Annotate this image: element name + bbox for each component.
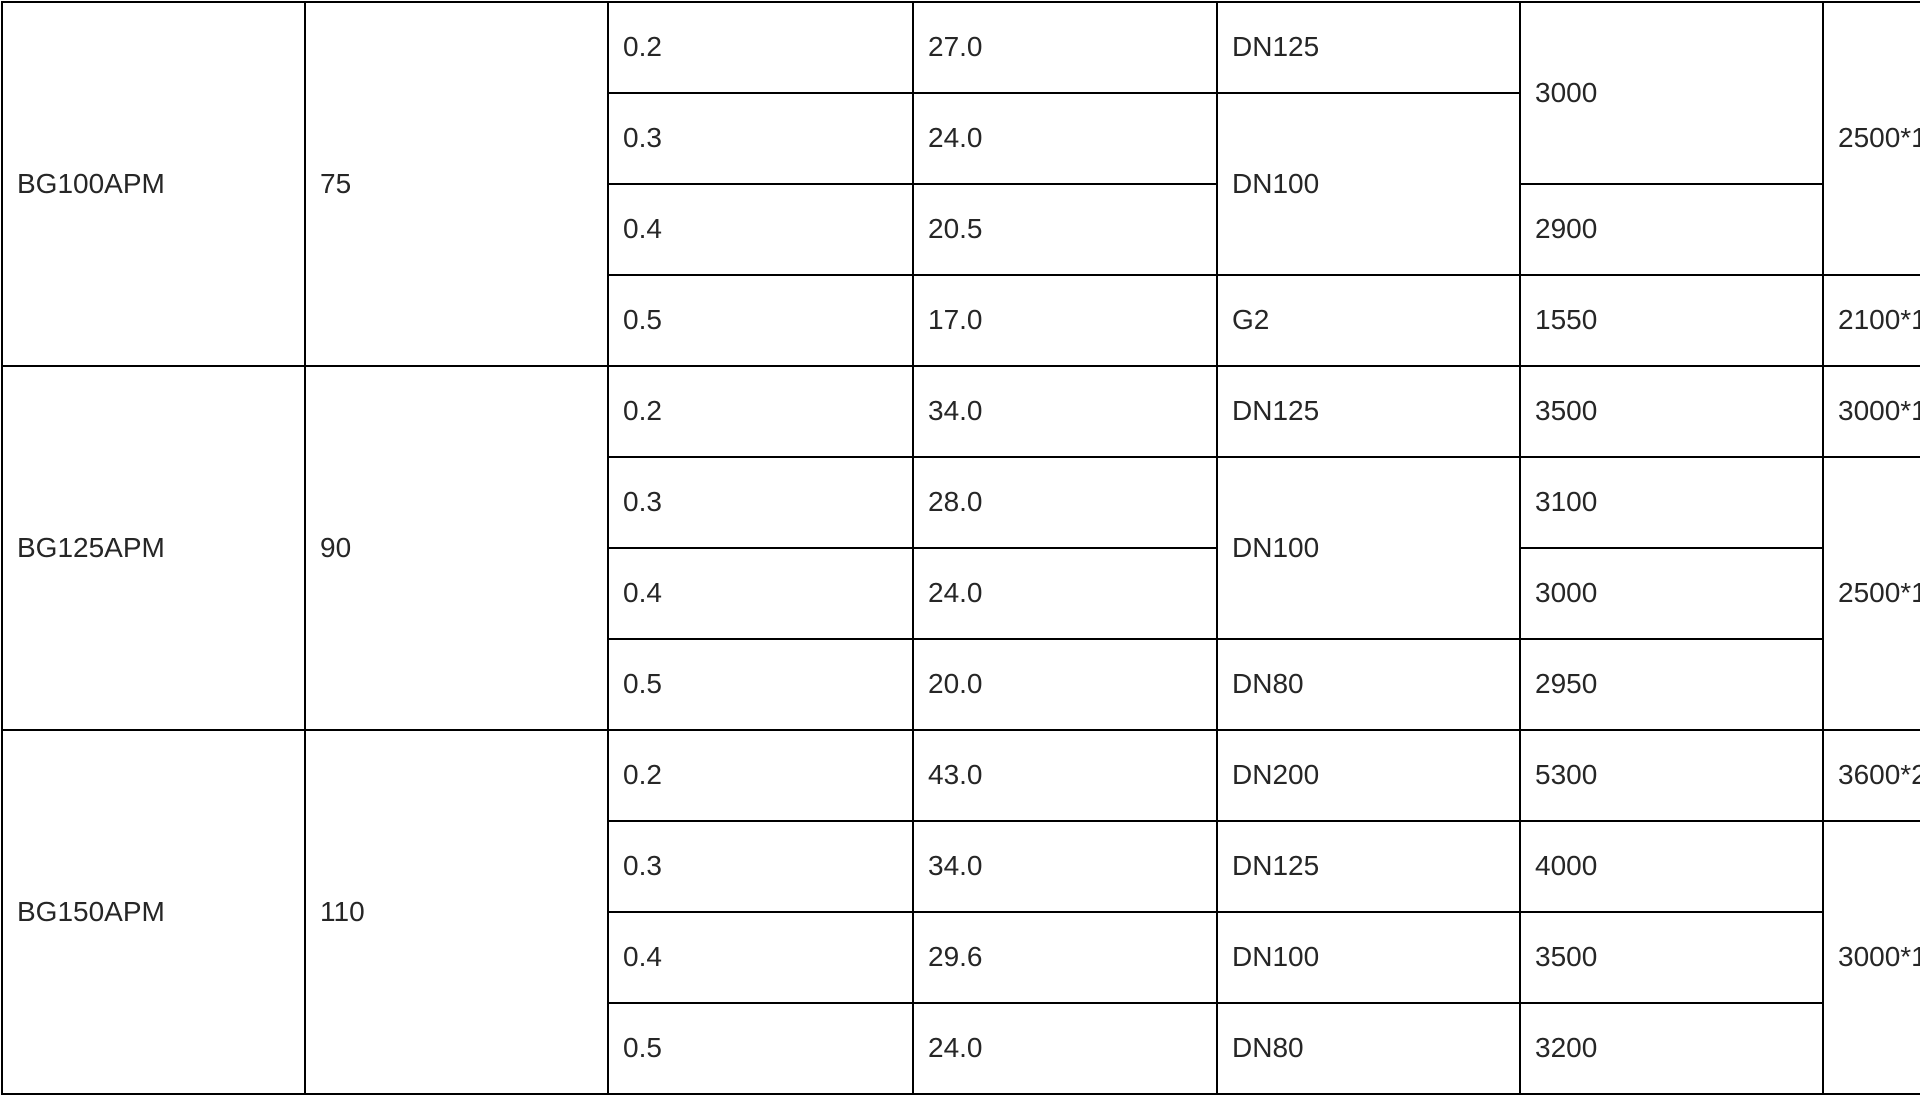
weight-cell: 3200 xyxy=(1519,1002,1824,1095)
table-row: BG150APM 110 0.2 43.0 DN200 5300 3600*22… xyxy=(1,729,1920,1095)
flow-cell: 24.0 xyxy=(912,547,1218,640)
model-cell: BG150APM xyxy=(1,729,306,1095)
power-cell: 75 xyxy=(304,1,609,367)
flow-cell: 17.0 xyxy=(912,274,1218,367)
flow-cell: 43.0 xyxy=(912,729,1218,822)
table-row: 0.3 28.0 DN100 3100 2500*1650*1900 xyxy=(2,456,1920,731)
flow-cell: 27.0 xyxy=(912,1,1218,94)
flow-cell: 20.5 xyxy=(912,183,1218,276)
outlet-cell: DN100 xyxy=(1216,911,1521,1004)
outlet-cell: DN125 xyxy=(1216,1,1521,94)
pressure-cell: 0.3 xyxy=(607,456,914,549)
dimensions-cell: 2100*1300*1650 xyxy=(1822,274,1920,367)
outlet-cell: DN100 xyxy=(1216,456,1521,640)
table-row: BG125APM 90 0.2 34.0 DN125 3500 3000*190… xyxy=(1,365,1920,731)
flow-cell: 29.6 xyxy=(912,911,1218,1004)
pressure-cell: 0.4 xyxy=(607,911,914,1004)
pressure-cell: 0.4 xyxy=(607,547,914,640)
dimensions-cell: 3600*2200*2200 xyxy=(1822,729,1920,822)
pressure-cell: 0.3 xyxy=(607,92,914,185)
table-row: 0.4 29.6 DN100 3500 xyxy=(2,911,1920,1004)
dimensions-cell: 2500*1650*1900 xyxy=(1822,456,1920,731)
weight-cell: 3100 xyxy=(1519,456,1824,549)
model-cell: BG100APM xyxy=(1,1,306,367)
outlet-cell: DN200 xyxy=(1216,729,1521,822)
flow-cell: 28.0 xyxy=(912,456,1218,549)
flow-cell: 34.0 xyxy=(912,365,1218,458)
pressure-cell: 0.4 xyxy=(607,183,914,276)
flow-cell: 24.0 xyxy=(912,92,1218,185)
weight-cell: 1550 xyxy=(1519,274,1824,367)
weight-cell: 2900 xyxy=(1519,183,1824,276)
pressure-cell: 0.5 xyxy=(607,638,914,731)
weight-cell: 2950 xyxy=(1519,638,1824,731)
weight-cell: 4000 xyxy=(1519,820,1824,913)
dimensions-cell: 2500*1650*1900 xyxy=(1822,1,1920,276)
table-row: 0.3 34.0 DN125 4000 3000*1900*1950 xyxy=(2,820,1920,1095)
power-cell: 90 xyxy=(304,365,609,731)
outlet-cell: DN125 xyxy=(1216,820,1521,913)
weight-cell: 3000 xyxy=(1519,1,1824,185)
table-row: 0.5 24.0 DN80 3200 xyxy=(2,1002,1920,1095)
pressure-cell: 0.2 xyxy=(607,729,914,822)
weight-cell: 3000 xyxy=(1519,547,1824,640)
outlet-cell: DN125 xyxy=(1216,365,1521,458)
table-row: 0.5 17.0 G2 1550 2100*1300*1650 xyxy=(2,274,1920,367)
model-cell: BG125APM xyxy=(1,365,306,731)
weight-cell: 5300 xyxy=(1519,729,1824,822)
power-cell: 110 xyxy=(304,729,609,1095)
flow-cell: 34.0 xyxy=(912,820,1218,913)
pressure-cell: 0.5 xyxy=(607,1002,914,1095)
table-row: 0.4 24.0 3000 xyxy=(2,547,1920,640)
flow-cell: 24.0 xyxy=(912,1002,1218,1095)
pressure-cell: 0.2 xyxy=(607,365,914,458)
weight-cell: 3500 xyxy=(1519,911,1824,1004)
pressure-cell: 0.3 xyxy=(607,820,914,913)
pressure-cell: 0.5 xyxy=(607,274,914,367)
outlet-cell: DN100 xyxy=(1216,92,1521,276)
outlet-cell: G2 xyxy=(1216,274,1521,367)
table-row: 0.4 20.5 2900 xyxy=(2,183,1920,276)
flow-cell: 20.0 xyxy=(912,638,1218,731)
outlet-cell: DN80 xyxy=(1216,1002,1521,1095)
table-row: BG100APM 75 0.2 27.0 DN125 3000 2500*165… xyxy=(1,1,1920,367)
dimensions-cell: 3000*1900*1950 xyxy=(1822,820,1920,1095)
table-row: 0.3 24.0 DN100 xyxy=(2,92,1920,276)
weight-cell: 3500 xyxy=(1519,365,1824,458)
outlet-cell: DN80 xyxy=(1216,638,1521,731)
pressure-cell: 0.2 xyxy=(607,1,914,94)
table-row: 0.5 20.0 DN80 2950 xyxy=(2,638,1920,731)
dimensions-cell: 3000*1900*1950 xyxy=(1822,365,1920,458)
